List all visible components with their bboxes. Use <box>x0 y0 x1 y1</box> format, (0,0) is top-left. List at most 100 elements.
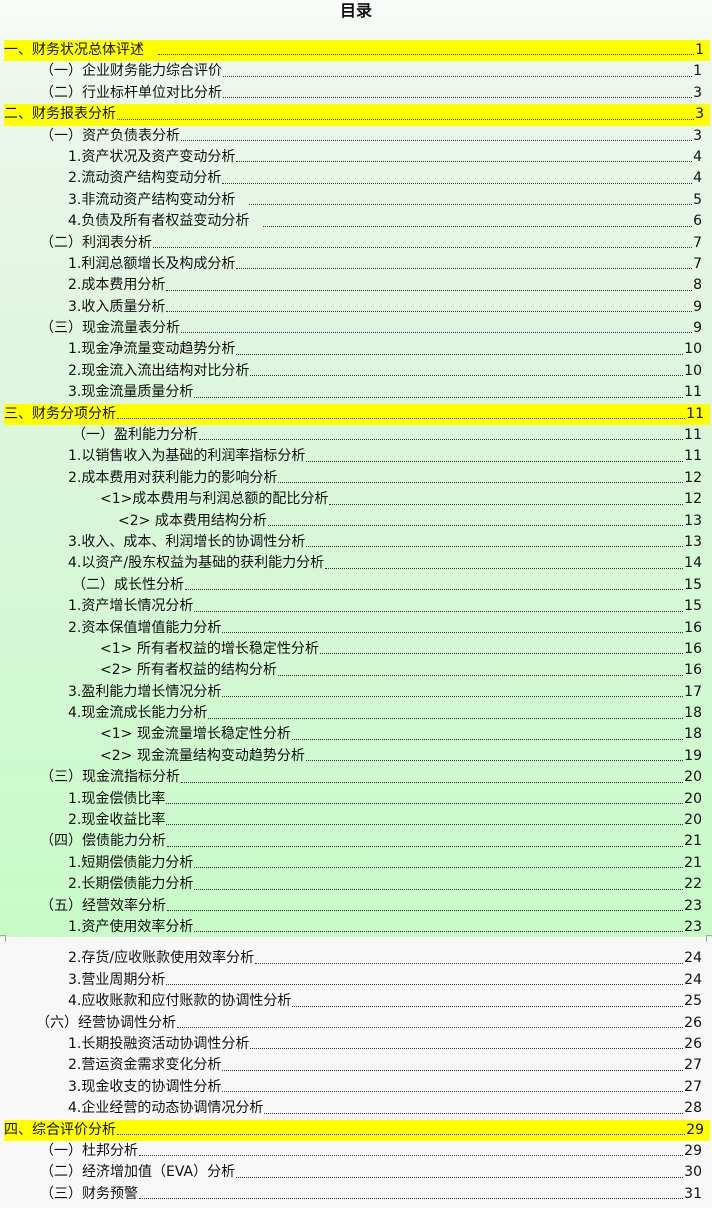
toc-page-number: 11 <box>684 448 702 465</box>
dot-leader <box>222 696 684 698</box>
toc-entry[interactable]: 4.负债及所有者权益变动分析 6 <box>0 211 712 232</box>
toc-page-number: 30 <box>684 1164 702 1181</box>
dot-leader <box>250 1048 684 1050</box>
toc-section-entry[interactable]: 一、财务状况总体评述 1 <box>4 40 710 62</box>
dot-leader <box>267 524 684 526</box>
toc-entry-text: 1.现金净流量变动趋势分析 <box>68 341 236 358</box>
toc-entry-text: （一）企业财务能力综合评价 <box>40 63 222 80</box>
toc-entry[interactable]: 1.利润总额增长及构成分析 7 <box>0 254 712 275</box>
toc-entry[interactable]: 1.资产状况及资产变动分析 4 <box>0 147 712 168</box>
toc-entry[interactable]: <2> 现金流量结构变动趋势分析 19 <box>0 746 712 767</box>
dot-leader <box>167 845 684 847</box>
dot-leader <box>223 75 693 77</box>
toc-entry[interactable]: 1.长期投融资活动协调性分析 26 <box>0 1034 712 1055</box>
toc-entry-text: 2.现金流入流出结构对比分析 <box>68 362 250 379</box>
toc-entry[interactable]: （二）经济增加值（EVA）分析 30 <box>0 1162 712 1183</box>
toc-entry[interactable]: （三）现金流指标分析 20 <box>0 767 712 788</box>
dot-leader <box>177 1026 684 1028</box>
toc-entry[interactable]: 3.收入、成本、利润增长的协调性分析 13 <box>0 532 712 553</box>
toc-page-number: 1 <box>695 41 704 58</box>
toc-page-number: 23 <box>684 919 702 935</box>
toc-page-number: 18 <box>684 705 702 722</box>
toc-entry[interactable]: 2.成本费用分析 8 <box>0 275 712 296</box>
dot-leader <box>236 268 693 270</box>
toc-entry[interactable]: <1> 所有者权益的增长稳定性分析 16 <box>0 639 712 660</box>
toc-entry[interactable]: 4.应收账款和应付账款的协调性分析 25 <box>0 991 712 1012</box>
dot-leader <box>181 332 693 334</box>
toc-entry-text: 2.流动资产结构变动分析 <box>68 170 222 187</box>
toc-entry[interactable]: （一）盈利能力分析 11 <box>0 425 712 446</box>
toc-entry[interactable]: （二）成长性分析 15 <box>0 575 712 596</box>
toc-page-number: 3 <box>695 106 704 123</box>
toc-entry[interactable]: （六）经营协调性分析 26 <box>0 1013 712 1034</box>
toc-entry[interactable]: 1.现金净流量变动趋势分析 10 <box>0 339 712 360</box>
toc-entry-text: 2.长期偿债能力分析 <box>68 876 194 893</box>
toc-entry-text: 四、综合评价分析 <box>4 1121 116 1138</box>
toc-entry[interactable]: （三）现金流量表分析 9 <box>0 318 712 339</box>
toc-page-number: 7 <box>693 234 702 251</box>
dot-leader <box>306 546 684 548</box>
toc-page-number: 12 <box>684 469 702 486</box>
toc-page-number: 6 <box>693 213 702 230</box>
toc-entry[interactable]: 2.长期偿债能力分析 22 <box>0 874 712 895</box>
toc-entry[interactable]: 3.现金流量质量分析 11 <box>0 382 712 403</box>
toc-page-number: 12 <box>684 491 702 508</box>
dot-leader <box>223 97 693 99</box>
toc-entry[interactable]: 3.非流动资产结构变动分析 5 <box>0 190 712 211</box>
toc-entry[interactable]: 4.以资产/股东权益为基础的获利能力分析 14 <box>0 553 712 574</box>
toc-entry[interactable]: 2.营运资金需求变化分析 27 <box>0 1055 712 1076</box>
toc-entry-text: <2> 现金流量结构变动趋势分析 <box>100 747 305 764</box>
toc-entry[interactable]: 1.以销售收入为基础的利润率指标分析 11 <box>0 446 712 467</box>
toc-entry[interactable]: 4.企业经营的动态协调情况分析 28 <box>0 1098 712 1119</box>
toc-entry[interactable]: 2.现金收益比率 20 <box>0 810 712 831</box>
toc-entry[interactable]: （一）企业财务能力综合评价 1 <box>0 61 712 82</box>
toc-entry[interactable]: （三）财务预警 31 <box>0 1184 712 1205</box>
toc-entry[interactable]: （二）行业标杆单位对比分析 3 <box>0 83 712 104</box>
toc-entry[interactable]: 2.成本费用对获利能力的影响分析 12 <box>0 468 712 489</box>
toc-entry-text: 3.收入质量分析 <box>68 298 166 315</box>
page-upper-area <box>0 0 712 937</box>
toc-entry-text: 1.短期偿债能力分析 <box>68 854 194 871</box>
toc-entry[interactable]: （五）经营效率分析 23 <box>0 896 712 917</box>
toc-page-number: 15 <box>684 598 702 615</box>
toc-entry[interactable]: <2> 所有者权益的结构分析 16 <box>0 660 712 681</box>
toc-section-entry[interactable]: 四、综合评价分析 29 <box>4 1119 710 1141</box>
toc-entry-text: 3.收入、成本、利润增长的协调性分析 <box>68 533 306 550</box>
dot-leader <box>194 867 684 869</box>
toc-entry-text: （二）行业标杆单位对比分析 <box>40 84 222 101</box>
dot-leader <box>236 1176 684 1178</box>
toc-entry-text: 3.营业周期分析 <box>68 971 166 988</box>
toc-entry[interactable]: 3.现金收支的协调性分析 27 <box>0 1077 712 1098</box>
toc-entry[interactable]: 2.现金流入流出结构对比分析 10 <box>0 361 712 382</box>
toc-entry[interactable]: （一）杜邦分析 29 <box>0 1141 712 1162</box>
toc-entry[interactable]: 3.收入质量分析 9 <box>0 297 712 318</box>
toc-entry[interactable]: 1.资产增长情况分析 15 <box>0 596 712 617</box>
dot-leader <box>194 610 684 612</box>
toc-section-entry[interactable]: 三、财务分项分析 11 <box>4 403 710 426</box>
toc-entry-text: <1> 现金流量增长稳定性分析 <box>100 726 291 743</box>
toc-entry[interactable]: （一）资产负债表分析 3 <box>0 126 712 147</box>
toc-section-entry[interactable]: 二、财务报表分析 3 <box>4 104 710 126</box>
toc-entry-text: 3.盈利能力增长情况分析 <box>68 683 222 700</box>
dot-leader <box>329 503 684 505</box>
dot-leader <box>194 396 684 398</box>
toc-entry[interactable]: （二）利润表分析 7 <box>0 233 712 254</box>
toc-entry[interactable]: 1.资产使用效率分析 23 <box>0 917 712 938</box>
toc-entry[interactable]: 3.营业周期分析 24 <box>0 970 712 991</box>
toc-page-number: 21 <box>684 833 702 850</box>
toc-entry[interactable]: 3.盈利能力增长情况分析 17 <box>0 682 712 703</box>
toc-page-number: 26 <box>684 1035 702 1052</box>
toc-entry[interactable]: 1.短期偿债能力分析 21 <box>0 853 712 874</box>
toc-entry[interactable]: <1> 现金流量增长稳定性分析 18 <box>0 725 712 746</box>
toc-entry[interactable]: <2> 成本费用结构分析 13 <box>0 511 712 532</box>
toc-entry[interactable]: 2.流动资产结构变动分析 4 <box>0 168 712 189</box>
dot-leader <box>181 781 684 783</box>
toc-page-number: 10 <box>684 362 702 379</box>
toc-entry[interactable]: 2.存货/应收账款使用效率分析 24 <box>0 948 712 969</box>
toc-entry[interactable]: <1>成本费用与利润总额的配比分析 12 <box>0 489 712 510</box>
dot-leader <box>199 439 684 441</box>
toc-entry[interactable]: （四）偿债能力分析 21 <box>0 831 712 852</box>
toc-entry[interactable]: 1.现金偿债比率 20 <box>0 789 712 810</box>
toc-entry[interactable]: 4.现金流成长能力分析 18 <box>0 703 712 724</box>
toc-entry[interactable]: 2.资本保值增值能力分析 16 <box>0 618 712 639</box>
